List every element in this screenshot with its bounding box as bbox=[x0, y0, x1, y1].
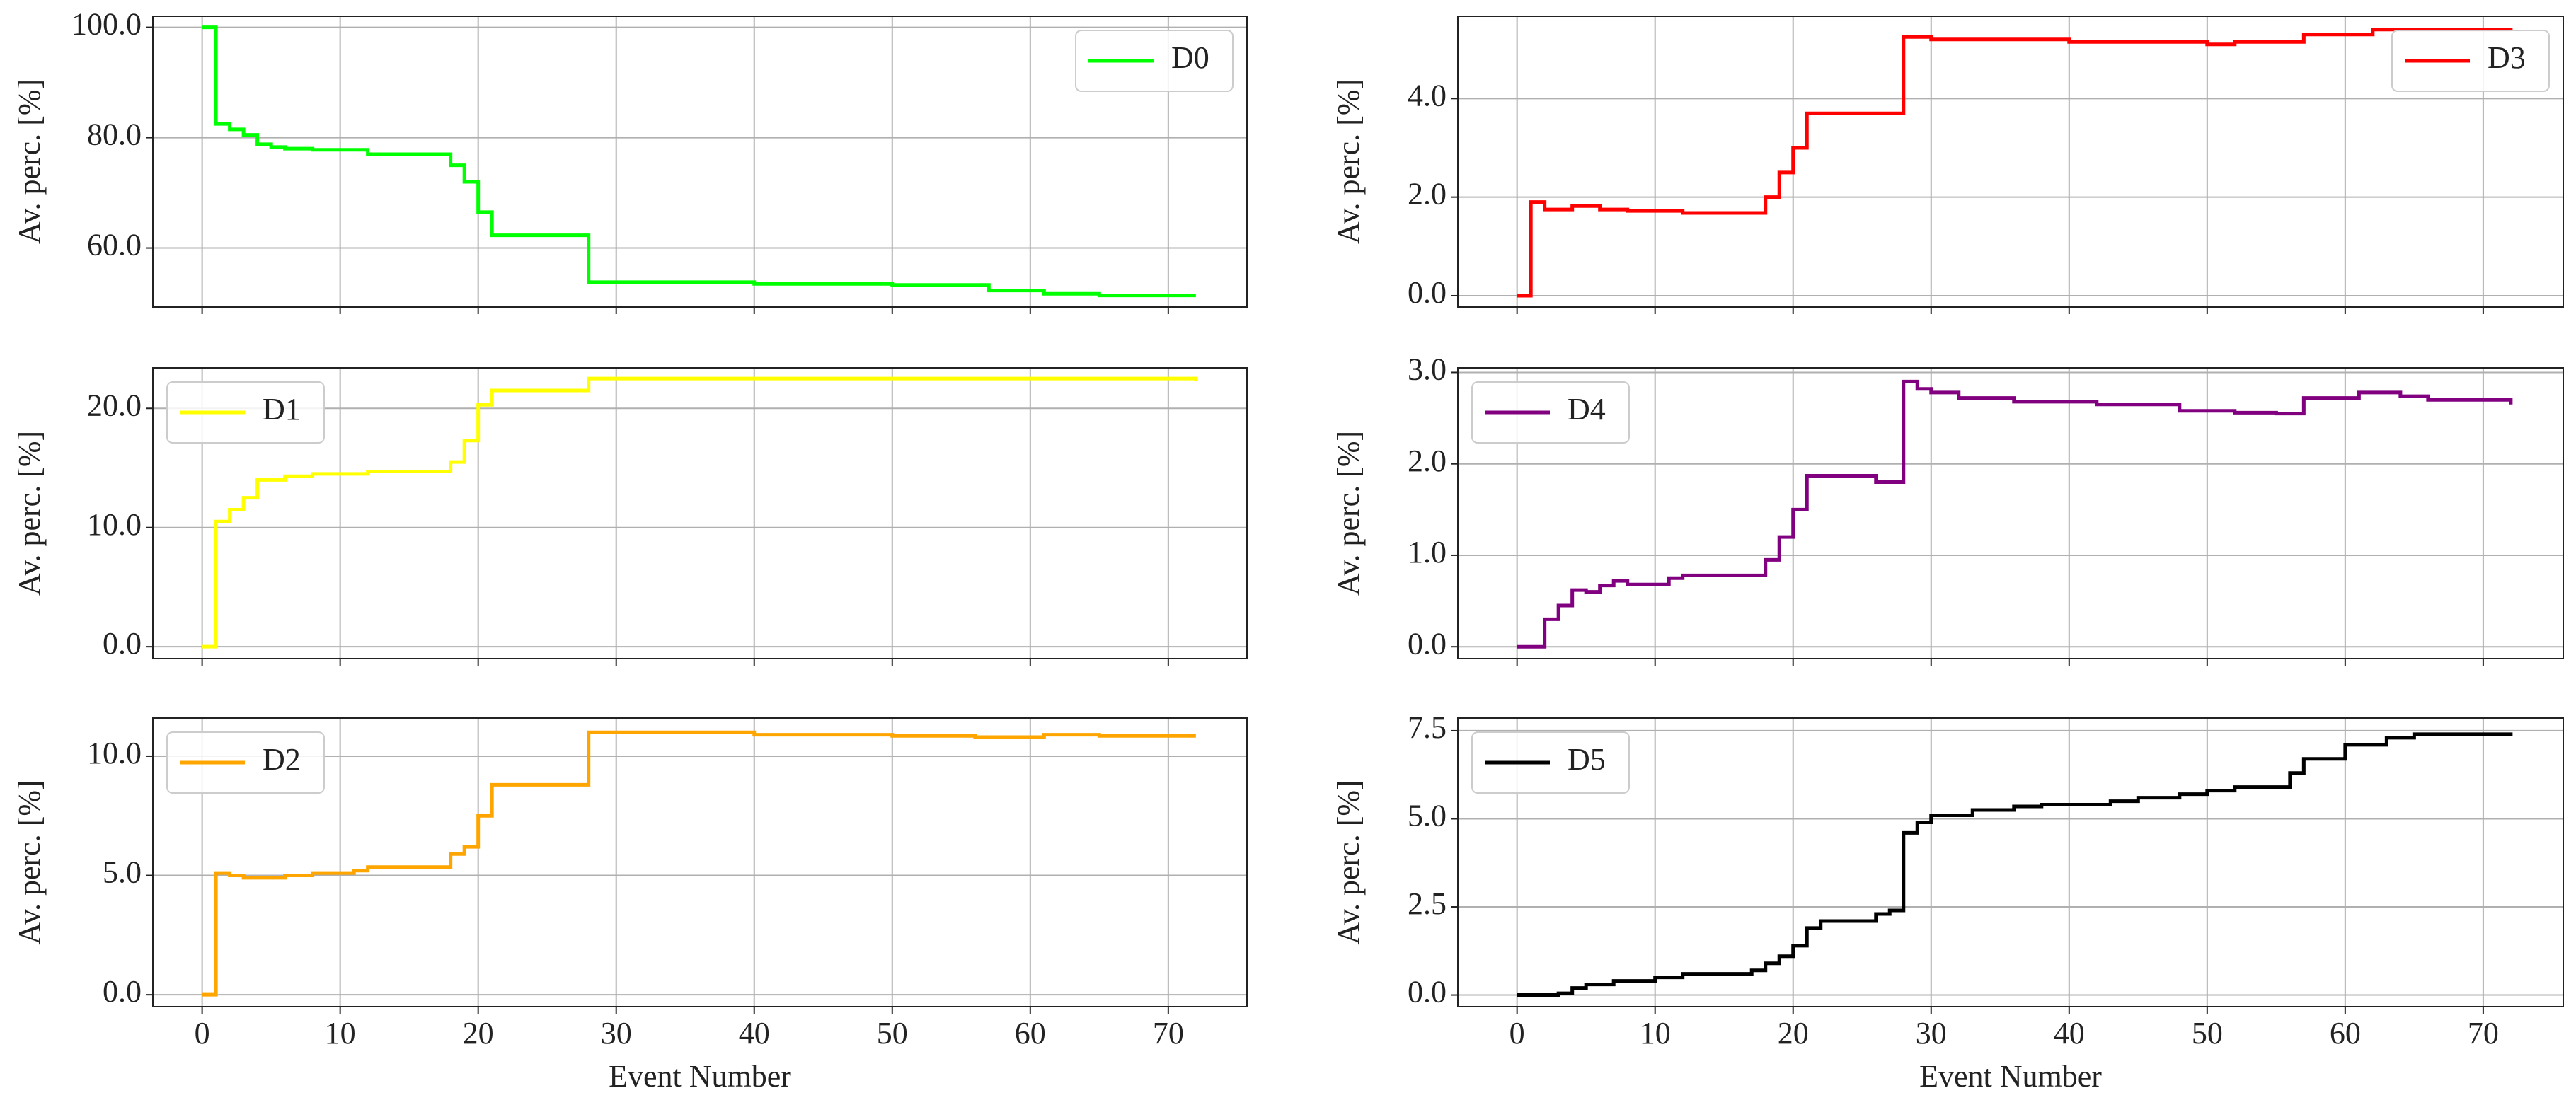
y-axis-label: Av. perc. [%] bbox=[12, 79, 47, 244]
x-tick-label: 50 bbox=[2192, 1016, 2223, 1051]
legend-box bbox=[1075, 30, 1234, 92]
plot-frame bbox=[152, 367, 1248, 659]
y-tick-label: 7.5 bbox=[1408, 710, 1447, 745]
plot-frame bbox=[1457, 367, 2564, 659]
x-tick-label: 10 bbox=[325, 1016, 356, 1051]
plot-frame bbox=[1457, 16, 2564, 308]
y-tick-label: 3.0 bbox=[1408, 352, 1447, 387]
data-line bbox=[1517, 732, 2513, 997]
x-tick-label: 20 bbox=[1778, 1016, 1809, 1051]
y-tick-label: 60.0 bbox=[87, 228, 142, 262]
y-tick-label: 5.0 bbox=[103, 855, 142, 890]
y-tick-label: 10.0 bbox=[87, 736, 142, 770]
y-tick-label: 100.0 bbox=[71, 7, 142, 42]
x-tick-label: 60 bbox=[1015, 1016, 1046, 1051]
x-tick-label: 50 bbox=[877, 1016, 908, 1051]
y-tick-label: 0.0 bbox=[1408, 975, 1447, 1009]
y-axis-label: Av. perc. [%] bbox=[12, 431, 47, 596]
legend-label: D0 bbox=[1171, 40, 1209, 75]
y-tick-label: 1.0 bbox=[1408, 535, 1447, 569]
x-tick-label: 30 bbox=[601, 1016, 632, 1051]
y-tick-label: 0.0 bbox=[103, 974, 142, 1009]
legend-label: D2 bbox=[263, 742, 301, 777]
y-tick-label: 2.0 bbox=[1408, 444, 1447, 478]
x-tick-label: 40 bbox=[739, 1016, 770, 1051]
plot-frame bbox=[152, 717, 1248, 1007]
y-tick-label: 4.0 bbox=[1408, 78, 1447, 112]
subplot: 0.0 10.0 20.0 D1 Av. perc. [%] bbox=[12, 367, 1248, 666]
x-tick-label: 0 bbox=[195, 1016, 210, 1051]
x-tick-label: 10 bbox=[1640, 1016, 1671, 1051]
y-tick-label: 0.0 bbox=[1408, 275, 1447, 310]
y-tick-label: 2.0 bbox=[1408, 177, 1447, 212]
subplot: 0.0 2.0 4.0 D3 Av. perc. [%] bbox=[1331, 16, 2564, 314]
subplot: 60.0 80.0 100.0 D0 Av. perc. [%] bbox=[12, 7, 1248, 314]
data-line bbox=[202, 376, 1198, 649]
plot-frame bbox=[152, 16, 1248, 308]
plot-frame bbox=[1457, 717, 2564, 1007]
data-line bbox=[202, 730, 1196, 997]
y-tick-label: 80.0 bbox=[87, 117, 142, 152]
y-axis-label: Av. perc. [%] bbox=[12, 780, 47, 944]
legend-label: D4 bbox=[1568, 392, 1606, 427]
legend-box bbox=[166, 731, 325, 794]
legend-label: D3 bbox=[2488, 40, 2526, 75]
data-line bbox=[202, 25, 1196, 298]
y-tick-label: 10.0 bbox=[87, 507, 142, 542]
x-tick-label: 40 bbox=[2054, 1016, 2085, 1051]
legend-box bbox=[1471, 731, 1630, 794]
y-axis-label: Av. perc. [%] bbox=[1331, 780, 1366, 944]
x-tick-label: 60 bbox=[2330, 1016, 2361, 1051]
legend-label: D5 bbox=[1568, 742, 1606, 777]
data-line bbox=[1517, 28, 2513, 298]
x-tick-label: 30 bbox=[1916, 1016, 1947, 1051]
y-axis-label: Av. perc. [%] bbox=[1331, 431, 1366, 596]
legend-box bbox=[1471, 381, 1630, 444]
x-tick-label: 70 bbox=[2468, 1016, 2499, 1051]
y-axis-label: Av. perc. [%] bbox=[1331, 79, 1366, 244]
y-tick-label: 0.0 bbox=[1408, 626, 1447, 661]
x-axis-label: Event Number bbox=[609, 1059, 791, 1094]
x-tick-label: 20 bbox=[463, 1016, 494, 1051]
y-tick-label: 2.5 bbox=[1408, 886, 1447, 921]
x-tick-label: 0 bbox=[1510, 1016, 1525, 1051]
y-tick-label: 0.0 bbox=[103, 626, 142, 661]
legend-box bbox=[166, 381, 325, 444]
x-tick-label: 70 bbox=[1153, 1016, 1184, 1051]
subplot: 0 10 20 30 40 50 60 70 0.0 5.0 10.0 D2 Av. perc. [%]… bbox=[12, 717, 1248, 1094]
y-tick-label: 20.0 bbox=[87, 388, 142, 422]
legend-box bbox=[2391, 30, 2550, 92]
data-line bbox=[1517, 379, 2513, 649]
legend-label: D1 bbox=[263, 392, 301, 427]
x-axis-label: Event Number bbox=[1919, 1059, 2102, 1094]
subplot: 0 10 20 30 40 50 60 70 0.0 2.5 5.0 7.5 D5 Av. perc. [… bbox=[1331, 710, 2564, 1094]
subplot: 0.0 1.0 2.0 3.0 D4 Av. perc. [%] bbox=[1331, 352, 2564, 666]
y-tick-label: 5.0 bbox=[1408, 799, 1447, 833]
